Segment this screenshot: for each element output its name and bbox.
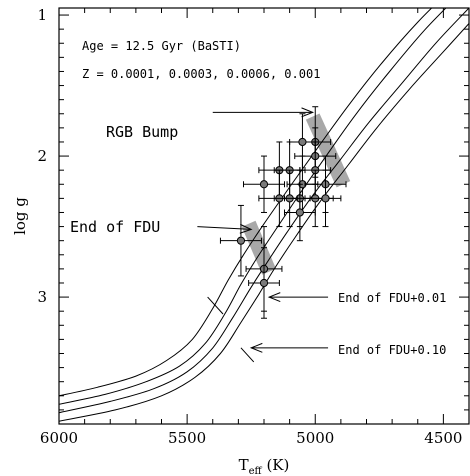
x-tick-label: 4500 xyxy=(424,429,462,447)
annotation-arrows-layer xyxy=(197,107,329,353)
y-tick-label: 1 xyxy=(37,6,47,24)
y-tick-label: 3 xyxy=(37,288,47,306)
points-layer xyxy=(219,106,347,319)
arrow-head xyxy=(301,107,315,118)
y-axis-title: log g xyxy=(11,197,29,235)
axes-layer: 6000 5500 5000 4500 1 2 3 xyxy=(37,6,470,447)
fdu-ticks-layer xyxy=(207,296,255,363)
annotation-arrow-2 xyxy=(267,292,329,303)
data-point-marker xyxy=(298,137,307,147)
data-point-14 xyxy=(284,183,316,242)
band-0 xyxy=(305,113,351,188)
data-point-marker xyxy=(259,180,269,189)
arrow-shaft xyxy=(197,226,252,230)
annotation-rgb-bump: RGB Bump xyxy=(106,123,178,141)
arrow-head xyxy=(267,292,281,303)
annotation-end-of-fdu-001: End of FDU+0.01 xyxy=(338,291,446,305)
x-tick-label: 6000 xyxy=(40,429,78,447)
data-point-marker xyxy=(236,236,246,245)
arrow-head xyxy=(239,223,253,234)
x-tick-label: 5000 xyxy=(296,429,334,447)
annotation-arrow-3 xyxy=(249,342,329,353)
data-point-marker xyxy=(321,194,330,203)
fdu-tick-1 xyxy=(240,347,255,363)
x-axis-title-sub: eff xyxy=(249,466,263,476)
fdu-tick-0 xyxy=(207,296,224,315)
data-point-15 xyxy=(219,204,262,277)
x-tick-label: 5500 xyxy=(168,429,206,447)
info-line-age: Age = 12.5 Gyr (BaSTI) xyxy=(82,39,241,53)
isochrone-0 xyxy=(59,8,433,397)
arrow-head xyxy=(249,342,263,353)
data-point-17 xyxy=(248,247,280,319)
data-point-7 xyxy=(243,155,285,213)
x-axis-title-unit: (K) xyxy=(262,456,290,474)
y-tick-label: 2 xyxy=(37,147,47,165)
isochrone-2 xyxy=(59,8,469,414)
info-line-metallicity: Z = 0.0001, 0.0003, 0.0006, 0.001 xyxy=(82,67,320,81)
data-point-13 xyxy=(309,169,342,228)
x-axis-title-main: T xyxy=(239,456,249,474)
x-axis-title: Teff (K) xyxy=(239,456,290,476)
annotation-arrow-1 xyxy=(197,223,253,234)
data-point-marker xyxy=(295,208,304,217)
annotation-end-of-fdu-010: End of FDU+0.10 xyxy=(338,343,446,357)
annotation-arrow-0 xyxy=(212,107,315,118)
data-point-marker xyxy=(259,278,269,288)
annotation-end-of-fdu: End of FDU xyxy=(70,218,160,236)
isochrone-1 xyxy=(59,8,447,405)
